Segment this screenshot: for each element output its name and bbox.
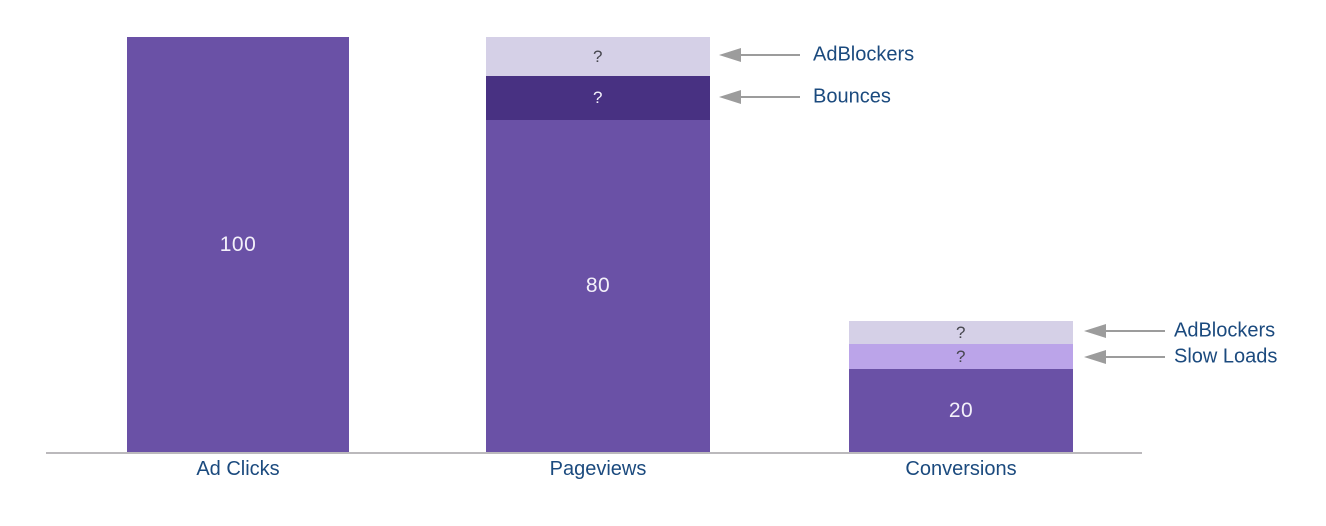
- ad-clicks-total-value-label: 100: [219, 232, 257, 256]
- pageviews-main-segment: 80: [486, 120, 710, 452]
- pageviews-adblockers-callout-arrow-icon: [719, 48, 741, 62]
- pageviews-adblockers-value-label: ?: [593, 46, 603, 66]
- pageviews-adblockers-segment: ?: [486, 37, 710, 76]
- pageviews-bounces-value-label: ?: [593, 87, 603, 107]
- category-label-pageviews: Pageviews: [549, 458, 647, 480]
- pageviews-bounces-segment: ?: [486, 76, 710, 120]
- category-label-ad-clicks: Ad Clicks: [196, 458, 280, 480]
- conversions-main-segment: 20: [849, 369, 1073, 452]
- pageviews-bounces-callout-arrow-icon: [719, 90, 741, 104]
- conversions-slow-loads-value-label: ?: [956, 346, 966, 366]
- pageviews-bounces-callout-arrow-line: [739, 96, 800, 98]
- pageviews-main-value-label: 80: [585, 274, 611, 297]
- category-label-conversions: Conversions: [905, 458, 1017, 480]
- conversions-slow-loads-callout-arrow-line: [1104, 356, 1165, 358]
- conversions-adblockers-callout-label: AdBlockers: [1174, 319, 1276, 342]
- ad-clicks-total-segment: 100: [127, 37, 349, 452]
- pageviews-adblockers-callout-arrow-line: [739, 54, 800, 56]
- pageviews-adblockers-callout-label: AdBlockers: [813, 43, 915, 66]
- conversions-adblockers-segment: ?: [849, 321, 1073, 345]
- conversions-main-value-label: 20: [948, 398, 974, 422]
- conversions-slow-loads-segment: ?: [849, 344, 1073, 369]
- pageviews-bounces-callout-label: Bounces: [813, 85, 891, 108]
- x-axis-line: [46, 452, 1142, 454]
- conversions-adblockers-callout-arrow-icon: [1084, 324, 1106, 338]
- conversions-adblockers-value-label: ?: [956, 322, 966, 342]
- conversions-slow-loads-callout-label: Slow Loads: [1174, 345, 1278, 368]
- conversions-slow-loads-callout-arrow-icon: [1084, 350, 1106, 364]
- conversions-adblockers-callout-arrow-line: [1104, 330, 1165, 332]
